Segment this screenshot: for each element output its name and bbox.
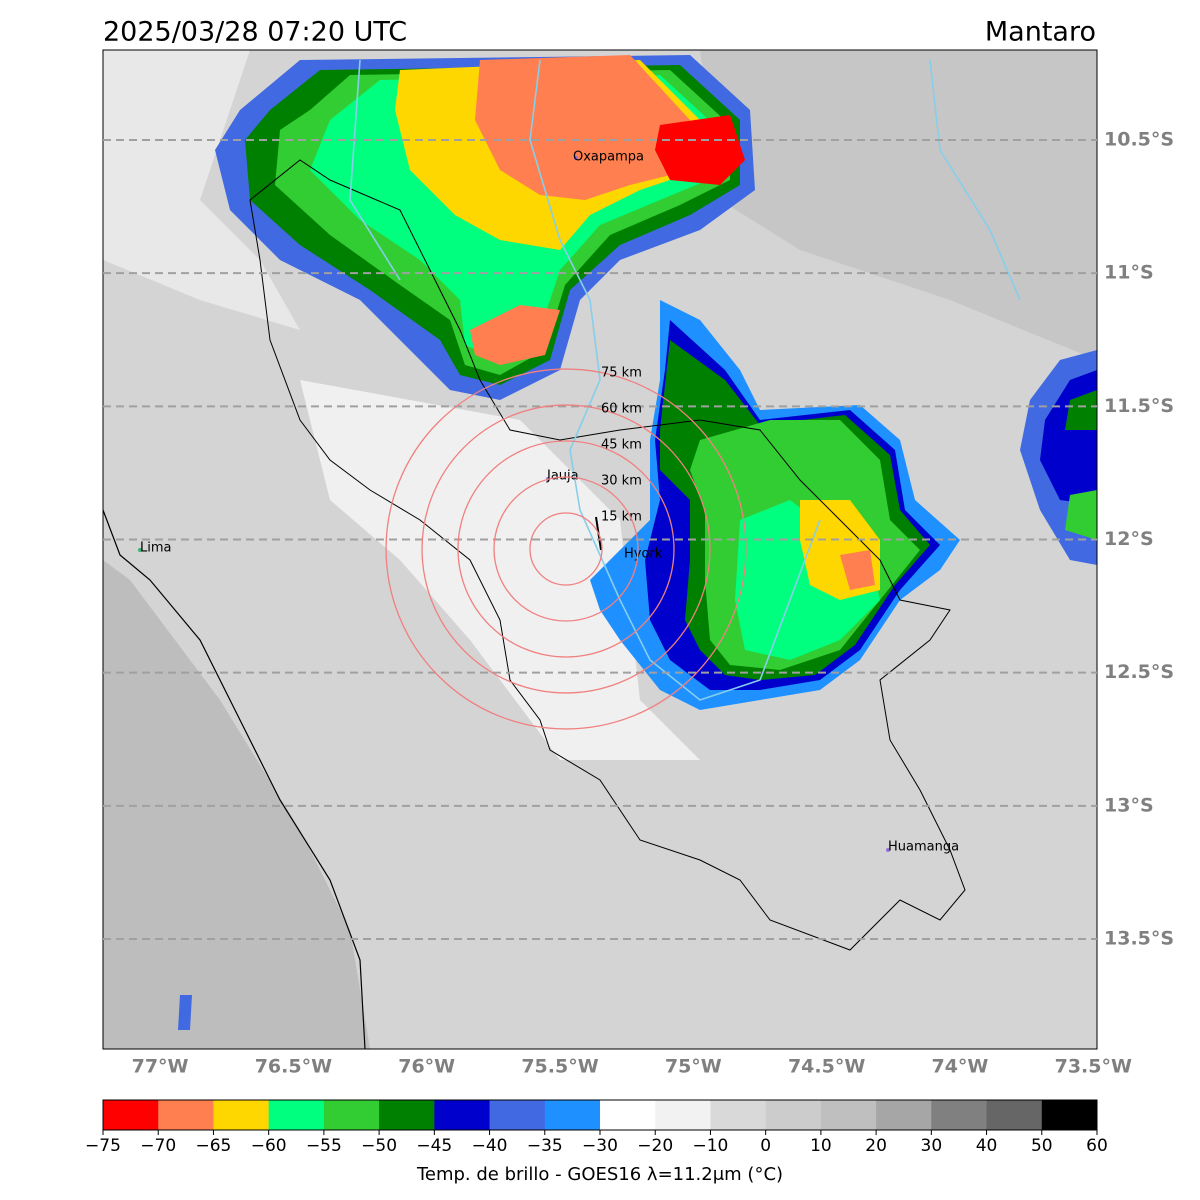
colorbar-tick-label: 10 bbox=[810, 1136, 832, 1156]
city-label: Hyork bbox=[624, 547, 663, 562]
colorbar-tick-label: −40 bbox=[472, 1136, 508, 1156]
colorbar-tick-label: 20 bbox=[865, 1136, 887, 1156]
map-frame bbox=[102, 49, 1098, 1050]
colorbar-segment bbox=[434, 1100, 491, 1130]
colorbar-tick-label: −45 bbox=[416, 1136, 452, 1156]
colorbar-segment bbox=[820, 1100, 877, 1130]
ring-label: 45 km bbox=[601, 438, 642, 453]
colorbar-tick-label: −70 bbox=[140, 1136, 176, 1156]
colorbar-segment bbox=[323, 1100, 380, 1130]
x-tick-label: 75°W bbox=[665, 1056, 722, 1078]
colorbar-tick-label: −50 bbox=[361, 1136, 397, 1156]
x-tick-label: 77°W bbox=[132, 1056, 189, 1078]
x-tick-label: 76.5°W bbox=[255, 1056, 332, 1078]
colorbar-tick-label: −65 bbox=[195, 1136, 231, 1156]
colorbar-label: Temp. de brillo - GOES16 λ=11.2μm (°C) bbox=[416, 1164, 783, 1185]
ring-label: 75 km bbox=[601, 366, 642, 381]
colorbar-segment bbox=[379, 1100, 435, 1130]
y-tick-label: 12.5°S bbox=[1104, 661, 1174, 683]
y-tick-label: 11°S bbox=[1104, 262, 1154, 284]
city-label: Oxapampa bbox=[573, 150, 644, 165]
colorbar-segment bbox=[600, 1100, 656, 1130]
colorbar-segment bbox=[213, 1100, 270, 1130]
city-label: Lima bbox=[140, 541, 171, 556]
colorbar-segment bbox=[103, 1100, 159, 1130]
x-tick-label: 74°W bbox=[931, 1056, 988, 1078]
ring-label: 15 km bbox=[601, 510, 642, 525]
city-label: Huamanga bbox=[888, 840, 959, 855]
colorbar-segment bbox=[986, 1100, 1043, 1130]
colorbar-segment bbox=[655, 1100, 711, 1130]
y-tick-label: 13°S bbox=[1104, 794, 1154, 816]
y-tick-label: 13.5°S bbox=[1104, 928, 1174, 950]
x-tick-label: 74.5°W bbox=[788, 1056, 865, 1078]
range-ring bbox=[421, 404, 711, 694]
city-dot bbox=[138, 548, 142, 552]
colorbar-segment bbox=[876, 1100, 932, 1130]
colorbar-segment bbox=[765, 1100, 822, 1130]
colorbar-segment bbox=[1041, 1100, 1098, 1130]
colorbar-tick-label: −55 bbox=[306, 1136, 342, 1156]
colorbar-tick-label: −75 bbox=[85, 1136, 121, 1156]
map-imagery bbox=[103, 50, 1097, 1049]
region: Mantaro bbox=[985, 17, 1096, 48]
colorbar-tick-label: −30 bbox=[582, 1136, 618, 1156]
colorbar-segment bbox=[158, 1100, 214, 1130]
colorbar-tick-label: 30 bbox=[921, 1136, 943, 1156]
colorbar-segment bbox=[544, 1100, 601, 1130]
ring-label: 60 km bbox=[601, 402, 642, 417]
x-tick-label: 76°W bbox=[398, 1056, 455, 1078]
y-tick-label: 10.5°S bbox=[1104, 129, 1174, 151]
range-ring bbox=[457, 440, 675, 658]
colorbar-tick-label: −60 bbox=[251, 1136, 287, 1156]
ring-label: 30 km bbox=[601, 474, 642, 489]
range-ring bbox=[529, 512, 603, 586]
colorbar-tick-label: −35 bbox=[527, 1136, 563, 1156]
range-ring bbox=[493, 476, 639, 622]
colorbar-tick-label: 50 bbox=[1031, 1136, 1053, 1156]
colorbar-segment bbox=[710, 1100, 767, 1130]
x-tick-label: 75.5°W bbox=[521, 1056, 598, 1078]
colorbar-tick-label: −10 bbox=[692, 1136, 728, 1156]
colorbar-tick-label: 60 bbox=[1086, 1136, 1108, 1156]
city-dot bbox=[886, 848, 890, 852]
y-tick-label: 12°S bbox=[1104, 528, 1154, 550]
city-label: Jauja bbox=[546, 469, 579, 484]
colorbar-tick-label: −20 bbox=[637, 1136, 673, 1156]
title: 2025/03/28 07:20 UTC bbox=[103, 17, 407, 48]
x-tick-label: 73.5°W bbox=[1055, 1056, 1132, 1078]
colorbar-segment bbox=[489, 1100, 546, 1130]
colorbar-tick-label: 0 bbox=[760, 1136, 771, 1156]
colorbar-tick-label: 40 bbox=[976, 1136, 998, 1156]
colorbar-segment bbox=[931, 1100, 988, 1130]
colorbar-segment bbox=[268, 1100, 325, 1130]
range-ring bbox=[385, 368, 747, 730]
city-dot bbox=[574, 156, 578, 160]
y-tick-label: 11.5°S bbox=[1104, 395, 1174, 417]
